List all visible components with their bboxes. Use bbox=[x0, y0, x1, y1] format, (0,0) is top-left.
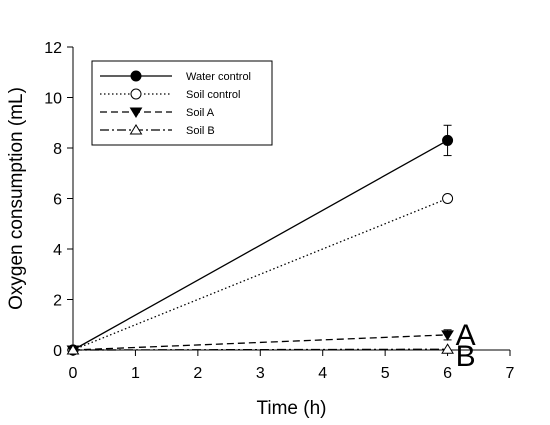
series-layer bbox=[66, 124, 454, 356]
legend-item: Water control bbox=[100, 70, 251, 83]
x-tick-label: 0 bbox=[69, 365, 78, 382]
y-tick-label: 10 bbox=[44, 91, 62, 108]
legend-marker bbox=[129, 107, 143, 118]
annotation-label: B bbox=[456, 340, 476, 373]
y-tick-label: 2 bbox=[53, 293, 62, 310]
legend-item: Soil B bbox=[100, 124, 215, 137]
legend-box bbox=[91, 60, 273, 146]
x-tick-label: 4 bbox=[318, 365, 327, 382]
data-point bbox=[441, 343, 454, 354]
legend-marker bbox=[129, 124, 143, 135]
data-point bbox=[441, 330, 454, 341]
y-tick-label: 6 bbox=[53, 192, 62, 209]
annotation-label: A bbox=[456, 319, 476, 352]
legend-label: Soil control bbox=[186, 89, 240, 101]
y-tick-label: 0 bbox=[53, 343, 62, 360]
series-soil-b bbox=[66, 343, 454, 355]
data-point bbox=[442, 193, 454, 204]
x-tick-label: 6 bbox=[443, 365, 452, 382]
legend-label: Soil A bbox=[186, 107, 215, 119]
data-point bbox=[66, 344, 80, 355]
series-line bbox=[72, 334, 448, 351]
y-axis-label: Oxygen consumption (mL) bbox=[6, 87, 27, 310]
data-point bbox=[442, 134, 454, 146]
series-water-control bbox=[67, 124, 454, 356]
x-axis-label: Time (h) bbox=[256, 398, 326, 419]
x-tick-label: 7 bbox=[506, 365, 515, 382]
x-tick-label: 3 bbox=[256, 365, 265, 382]
series-line bbox=[72, 348, 448, 351]
y-tick-label: 12 bbox=[44, 40, 62, 57]
legend-marker bbox=[130, 88, 142, 100]
legend-marker bbox=[130, 70, 142, 82]
series-soil-control bbox=[67, 193, 454, 356]
legend-label: Soil B bbox=[186, 125, 215, 137]
annotations: AB bbox=[456, 319, 476, 373]
legend-item: Soil A bbox=[100, 107, 215, 119]
series-line bbox=[72, 197, 448, 351]
series-line bbox=[72, 139, 448, 351]
y-tick-label: 8 bbox=[53, 141, 62, 158]
legend: Water control Soil control Soil A Soil B bbox=[91, 60, 273, 146]
x-tick-label: 2 bbox=[193, 365, 202, 382]
x-tick-label: 5 bbox=[381, 365, 390, 382]
legend-label: Water control bbox=[186, 71, 251, 83]
legend-item: Soil control bbox=[100, 88, 240, 101]
x-tick-label: 1 bbox=[131, 365, 140, 382]
y-tick-label: 4 bbox=[53, 242, 62, 259]
